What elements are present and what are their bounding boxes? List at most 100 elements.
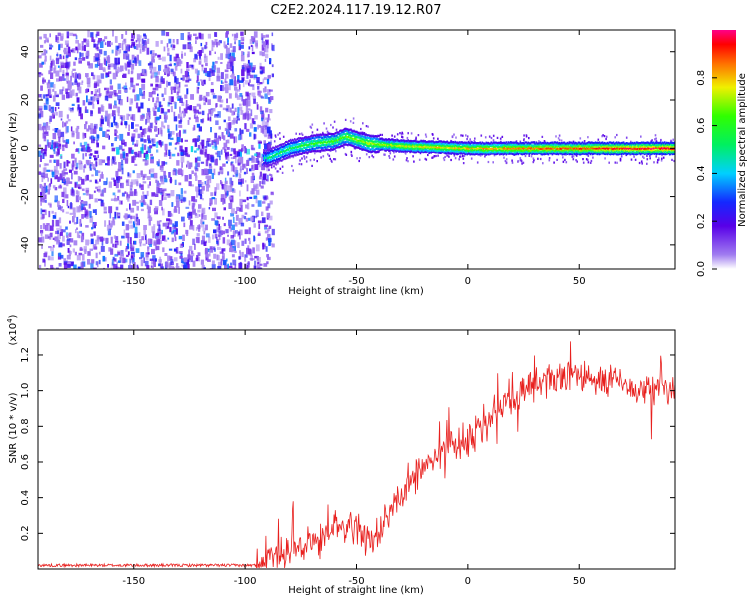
spectrogram-cell xyxy=(85,39,89,43)
spectrogram-cell xyxy=(228,265,233,269)
spectrogram-cell xyxy=(346,129,348,132)
spectrogram-cell xyxy=(211,40,214,43)
spectrogram-cell xyxy=(107,156,110,161)
spectrogram-cell xyxy=(370,143,372,146)
spectrogram-cell xyxy=(491,147,494,150)
spectrogram-cell xyxy=(90,238,94,245)
spectrogram-cell xyxy=(487,160,490,164)
spectrogram-cell xyxy=(425,147,427,150)
spectrogram-cell xyxy=(345,129,347,132)
spectrogram-cell xyxy=(197,209,201,213)
spectrogram-cell xyxy=(426,144,428,147)
spectrogram-cell xyxy=(271,163,273,166)
spectrogram-cell xyxy=(130,179,135,185)
spectrogram-cell xyxy=(229,60,233,67)
spectrogram-cell xyxy=(429,144,431,147)
spectrogram-cell xyxy=(342,130,344,133)
spectrogram-cell xyxy=(254,255,258,259)
spectrogram-cell xyxy=(310,137,312,140)
spectrogram-cell xyxy=(182,75,185,82)
spectrogram-cell xyxy=(521,153,524,156)
spectrogram-cell xyxy=(241,251,244,258)
spectrogram-cell xyxy=(66,31,70,39)
spectrogram-cell xyxy=(207,113,209,118)
spectrogram-cell xyxy=(116,148,120,155)
spectrogram-cell xyxy=(119,99,123,106)
spectrogram-cell xyxy=(334,148,336,151)
spectrogram-cell xyxy=(58,263,62,267)
spectrogram-cell xyxy=(367,142,369,145)
spectrogram-cell xyxy=(522,145,525,148)
spectrogram-cell xyxy=(428,142,430,145)
spectrogram-cell xyxy=(394,147,396,151)
spectrogram-cell xyxy=(231,52,235,58)
spectrogram-cell xyxy=(391,147,393,150)
spectrogram-cell xyxy=(61,170,64,176)
spectrogram-cell xyxy=(427,144,429,147)
spectrogram-cell xyxy=(370,134,372,137)
spectrogram-cell xyxy=(353,142,355,146)
spectrogram-cell xyxy=(130,255,134,259)
spectrogram-cell xyxy=(469,144,471,147)
spectrogram-cell xyxy=(521,143,524,146)
spectrogram-cell xyxy=(389,152,392,155)
spectrogram-cell xyxy=(52,142,57,149)
spectrogram-cell xyxy=(572,158,575,161)
spectrogram-cell xyxy=(492,145,495,148)
spectrogram-cell xyxy=(284,145,286,148)
spectrogram-cell xyxy=(118,176,121,183)
spectrogram-cell xyxy=(94,81,97,84)
spectrogram-cell xyxy=(62,140,66,143)
spectrogram-cell xyxy=(503,141,506,144)
spectrogram-cell xyxy=(202,118,205,122)
spectrogram-cell xyxy=(323,143,325,146)
spectrogram-cell xyxy=(265,121,269,128)
spectrogram-cell xyxy=(62,235,65,242)
spectrogram-cell xyxy=(274,154,276,157)
spectrogram-cell xyxy=(417,148,419,151)
spectrogram-cell xyxy=(264,224,268,227)
spectrogram-cell xyxy=(120,250,124,257)
spectrogram-cell xyxy=(244,147,247,154)
spectrogram-cell xyxy=(495,147,498,151)
spectrogram-cell xyxy=(209,50,212,56)
spectrogram-cell xyxy=(162,188,167,192)
spectrogram-cell xyxy=(316,142,318,145)
spectrogram-cell xyxy=(132,84,136,92)
spectrogram-cell xyxy=(484,146,487,149)
spectrogram-cell xyxy=(406,140,408,143)
spectrogram-cell xyxy=(159,176,163,179)
spectrogram-cell xyxy=(507,143,510,146)
spectrogram-cell xyxy=(589,161,592,164)
spectrogram-cell xyxy=(68,107,71,111)
spectrogram-cell xyxy=(87,259,91,265)
spectrogram-cell xyxy=(265,53,269,59)
spectrogram-cell xyxy=(506,147,509,150)
spectrogram-cell xyxy=(493,143,496,146)
spectrogram-cell xyxy=(382,141,384,144)
spectrogram-cell xyxy=(183,262,188,269)
spectrogram-cell xyxy=(450,152,452,155)
spectrogram-cell xyxy=(53,67,56,74)
spectrogram-cell xyxy=(219,156,221,161)
spectrogram-cell xyxy=(502,151,505,154)
spectrogram-cell xyxy=(347,138,349,141)
spectrogram-cell xyxy=(449,150,451,153)
spectrogram-cell xyxy=(248,92,252,95)
spectrogram-cell xyxy=(50,169,53,172)
spectrogram-cell xyxy=(224,191,227,199)
spectrogram-cell xyxy=(218,223,220,230)
spectrogram-cell xyxy=(182,234,185,241)
spectrogram-cell xyxy=(271,228,275,236)
spectrogram-cell xyxy=(322,146,324,150)
spectrogram-cell xyxy=(114,121,118,126)
spectrogram-cell xyxy=(493,154,496,157)
spectrogram-cell xyxy=(407,139,409,142)
spectrogram-cell xyxy=(359,142,361,145)
spectrogram-cell xyxy=(239,190,241,197)
spectrogram-cell xyxy=(299,145,301,148)
spectrogram-cell xyxy=(306,141,308,144)
spectrogram-cell xyxy=(516,146,519,149)
spectrogram-cell xyxy=(114,100,117,106)
spectrogram-cell xyxy=(320,146,322,149)
